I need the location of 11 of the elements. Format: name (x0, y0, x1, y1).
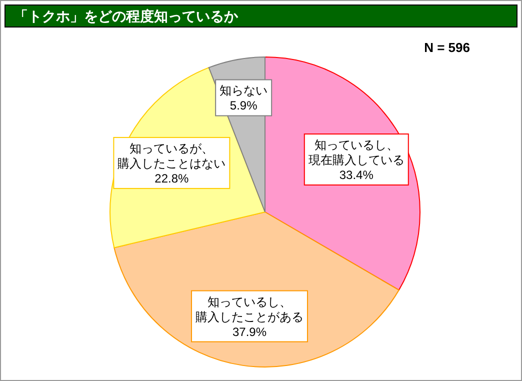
slice-label: 知っているが、購入したことはない (118, 141, 226, 170)
data-label: 37.9% (232, 324, 267, 339)
data-label: 5.9% (230, 98, 258, 113)
chart-title: 「トクホ」をどの程度知っているか (14, 8, 239, 24)
slice-label: 知らない (220, 84, 268, 98)
slice-label: 知っているし、購入したことがある (195, 294, 304, 324)
slice-label: 知っているし、現在購入している (308, 138, 404, 167)
title-bar: 「トクホ」をどの程度知っているか (4, 4, 518, 28)
data-label: 33.4% (339, 168, 374, 182)
data-label: 22.8% (154, 171, 190, 186)
text: N = 596 (424, 40, 470, 55)
